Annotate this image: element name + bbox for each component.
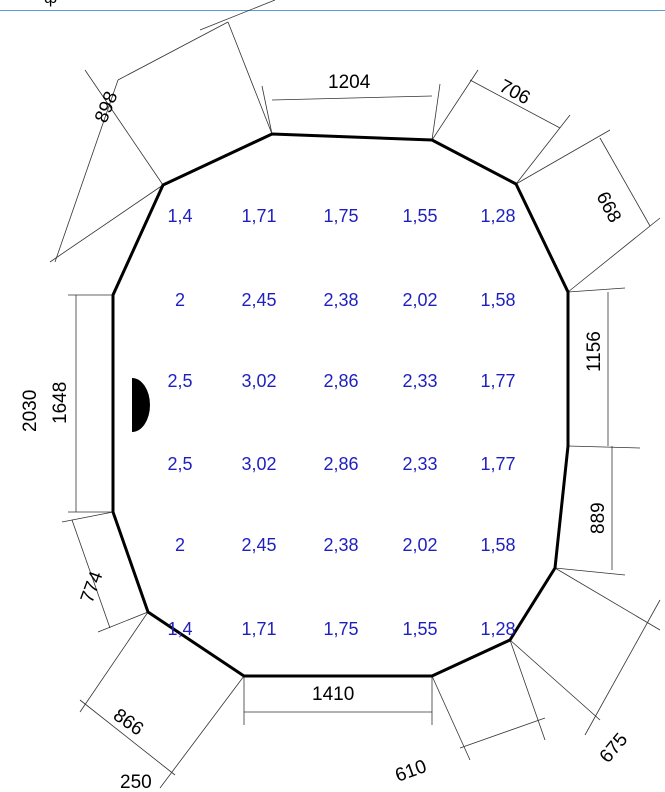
grid-value: 1,75	[323, 619, 358, 639]
grid-value: 3,02	[241, 454, 276, 474]
grid-value: 1,71	[241, 206, 276, 226]
dim-bottom-right-1: 675	[596, 729, 632, 767]
grid-value: 1,4	[167, 206, 192, 226]
grid-value: 2,38	[323, 535, 358, 555]
dim-top: 1204	[328, 72, 371, 93]
dim-right-1: 1156	[584, 331, 605, 372]
grid-value: 2,5	[167, 454, 192, 474]
grid-value: 1,77	[480, 454, 515, 474]
dim-bottom-left-1: 866	[109, 705, 147, 740]
grid-value: 2,02	[402, 535, 437, 555]
grid-value: 2	[175, 535, 185, 555]
grid-value: 1,58	[480, 535, 515, 555]
measurement-grid: 1,4 1,71 1,75 1,55 1,28 2 2,45 2,38 2,02 1,58 2,5 3…	[167, 206, 515, 639]
dim-top-right-2: 668	[592, 188, 625, 226]
top-strip: ф	[0, 0, 665, 11]
grid-value: 1,75	[323, 206, 358, 226]
dim-bottom-left-2: 250	[120, 772, 152, 792]
wall-fixture	[132, 378, 150, 432]
grid-value: 2,33	[402, 454, 437, 474]
grid-value: 2,45	[241, 535, 276, 555]
grid-value: 1,28	[480, 619, 515, 639]
dim-top-left: 898	[91, 89, 122, 126]
dim-top-right-1: 706	[496, 76, 534, 109]
grid-value: 2,5	[167, 371, 192, 391]
grid-value: 1,4	[167, 619, 192, 639]
dim-right-2: 889	[588, 502, 609, 534]
top-strip-text: ф	[44, 0, 57, 8]
grid-value: 1,55	[402, 206, 437, 226]
room-outline	[111, 132, 570, 678]
dimension-lines	[49, 0, 661, 789]
grid-value: 1,58	[480, 290, 515, 310]
grid-value: 3,02	[241, 371, 276, 391]
dim-bottom: 1410	[312, 684, 354, 705]
dim-bottom-right-2: 610	[393, 756, 430, 787]
grid-value: 2,86	[323, 371, 358, 391]
grid-value: 2,38	[323, 290, 358, 310]
grid-value: 1,71	[241, 619, 276, 639]
grid-value: 2	[175, 290, 185, 310]
grid-value: 2,33	[402, 371, 437, 391]
grid-value: 1,77	[480, 371, 515, 391]
grid-value: 2,86	[323, 454, 358, 474]
grid-value: 1,28	[480, 206, 515, 226]
grid-value: 2,45	[241, 290, 276, 310]
grid-value: 2,02	[402, 290, 437, 310]
grid-value: 1,55	[402, 619, 437, 639]
dim-left-lower: 774	[77, 568, 108, 605]
dim-left-inner: 1648	[50, 382, 71, 424]
dim-left-outer: 2030	[20, 390, 41, 432]
